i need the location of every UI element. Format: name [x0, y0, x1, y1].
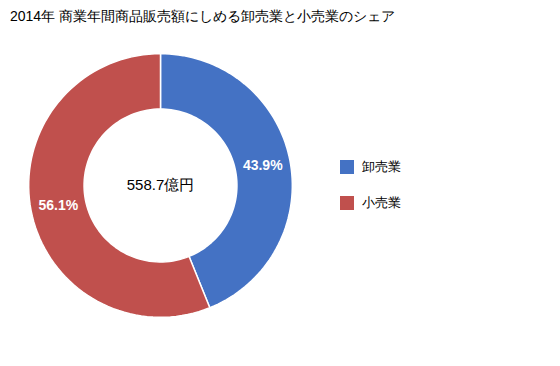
svg-text:558.7億円: 558.7億円 — [127, 176, 195, 193]
html-text:小売業: 小売業 — [362, 195, 401, 210]
html-text:2014年 商業年間商品販売額にしめる卸売業と小売業のシェア: 2014年 商業年間商品販売額にしめる卸売業と小売業のシェア — [10, 8, 395, 24]
svg-text:56.1%: 56.1% — [38, 197, 78, 213]
html-text:卸売業: 卸売業 — [362, 159, 401, 174]
svg-text:43.9%: 43.9% — [243, 157, 283, 173]
